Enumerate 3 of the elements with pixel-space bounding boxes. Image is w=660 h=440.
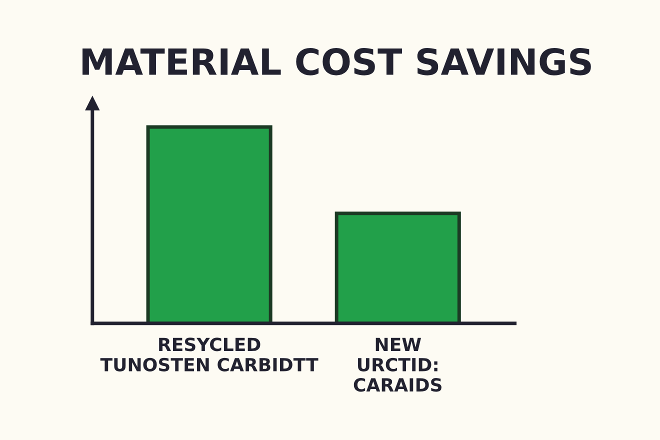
x-tick-label: RESYCLED TUNOSTEN CARBIDTT (100, 338, 318, 372)
x-tick-label: NEW URCTID: CARAIDS (354, 338, 442, 392)
chart-title: MATERIAL COST SAVINGS (82, 48, 591, 76)
